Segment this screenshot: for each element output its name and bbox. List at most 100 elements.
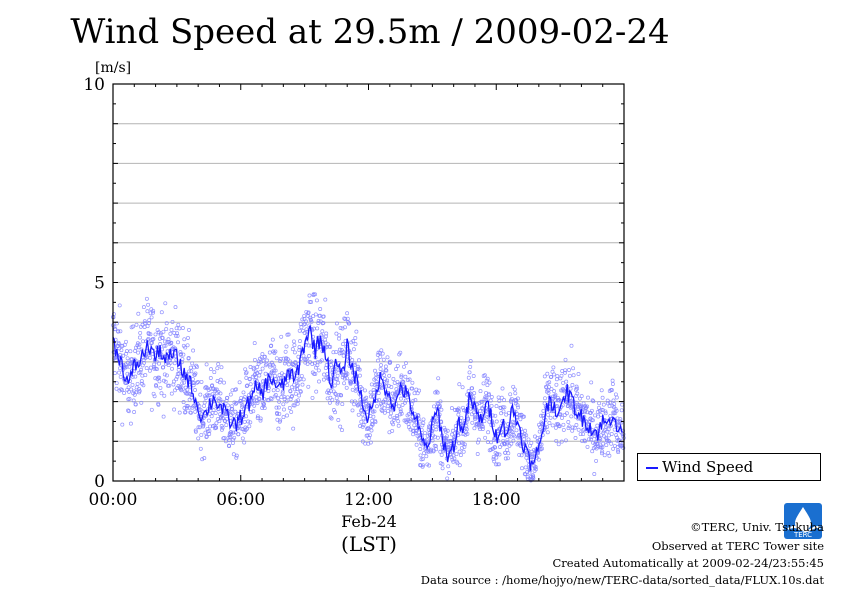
data-point xyxy=(557,423,561,428)
data-point xyxy=(201,421,206,426)
data-point xyxy=(291,426,296,431)
data-point xyxy=(295,383,300,388)
data-point xyxy=(367,435,372,440)
data-point xyxy=(294,379,299,384)
data-point xyxy=(229,430,233,435)
data-point xyxy=(609,441,614,446)
data-point xyxy=(399,411,404,416)
data-point xyxy=(224,423,229,427)
data-point xyxy=(530,451,535,456)
data-point xyxy=(290,347,295,352)
data-point xyxy=(257,397,262,402)
data-point xyxy=(388,414,393,419)
data-point xyxy=(334,349,339,354)
data-point xyxy=(189,410,193,415)
data-point xyxy=(300,382,305,387)
data-point xyxy=(451,428,455,433)
data-point xyxy=(606,427,611,432)
data-point xyxy=(156,402,161,407)
data-point xyxy=(298,322,303,326)
data-point xyxy=(153,376,158,381)
data-point xyxy=(202,403,207,408)
data-point xyxy=(456,406,461,411)
data-point xyxy=(327,400,332,405)
data-point xyxy=(293,387,298,392)
data-point xyxy=(515,396,520,401)
data-point xyxy=(508,434,513,439)
data-point xyxy=(233,401,238,406)
data-point xyxy=(257,396,262,401)
data-point xyxy=(575,386,580,391)
data-point xyxy=(599,451,604,456)
data-point xyxy=(480,427,485,431)
data-point xyxy=(389,411,393,416)
footer-copyright: ©TERC, Univ. Tsukuba xyxy=(690,520,824,534)
data-point xyxy=(456,409,461,414)
data-point xyxy=(555,404,560,409)
data-point xyxy=(244,370,249,375)
data-point xyxy=(489,403,494,408)
data-point xyxy=(550,423,555,428)
data-point xyxy=(129,387,134,392)
data-point xyxy=(344,385,349,390)
data-point xyxy=(191,348,196,353)
data-point xyxy=(244,384,249,389)
data-point xyxy=(276,396,281,401)
data-point xyxy=(495,451,500,456)
data-point xyxy=(147,321,151,325)
footer-source: Data source : /home/hojyo/new/TERC-data/… xyxy=(420,573,824,587)
data-point xyxy=(403,361,408,366)
data-point xyxy=(195,364,200,369)
data-point xyxy=(566,420,571,424)
data-point xyxy=(618,417,623,422)
data-point xyxy=(531,476,536,481)
data-point xyxy=(517,413,522,417)
data-point xyxy=(473,412,478,417)
data-point xyxy=(304,356,309,361)
data-point xyxy=(124,351,129,356)
data-point xyxy=(546,388,551,393)
data-point xyxy=(366,426,371,431)
data-point xyxy=(343,317,348,322)
data-point xyxy=(248,382,253,387)
data-point xyxy=(298,389,303,394)
data-point xyxy=(379,408,384,412)
data-point xyxy=(183,345,188,350)
data-point xyxy=(137,389,142,393)
data-point xyxy=(278,376,283,380)
data-point xyxy=(292,343,297,348)
data-point xyxy=(127,389,131,394)
data-point xyxy=(331,350,336,355)
data-point xyxy=(180,357,185,362)
data-point xyxy=(243,367,248,372)
data-point xyxy=(609,388,614,393)
data-point xyxy=(374,379,379,384)
data-point xyxy=(286,378,291,383)
data-point xyxy=(523,465,528,470)
data-point xyxy=(457,382,462,387)
data-point xyxy=(177,410,182,415)
data-point xyxy=(470,420,475,425)
data-point xyxy=(424,437,429,442)
data-point xyxy=(434,427,439,432)
x-axis-title: (LST) xyxy=(341,532,397,556)
data-point xyxy=(418,447,423,451)
data-point xyxy=(589,437,593,442)
data-point xyxy=(578,432,583,437)
data-point xyxy=(335,401,340,406)
data-point xyxy=(172,407,177,412)
data-point xyxy=(162,393,167,398)
footer-created: Created Automatically at 2009-02-24/23:5… xyxy=(552,556,825,570)
data-point xyxy=(146,302,151,307)
data-point xyxy=(539,413,544,418)
data-point xyxy=(391,377,396,381)
data-point xyxy=(505,456,510,461)
x-tick-label: 06:00 xyxy=(216,490,265,510)
data-point xyxy=(245,383,250,388)
data-point xyxy=(410,380,415,385)
data-point xyxy=(275,388,280,393)
data-point xyxy=(313,292,318,297)
data-point xyxy=(255,365,260,369)
data-point xyxy=(179,351,184,356)
data-point xyxy=(311,292,316,297)
